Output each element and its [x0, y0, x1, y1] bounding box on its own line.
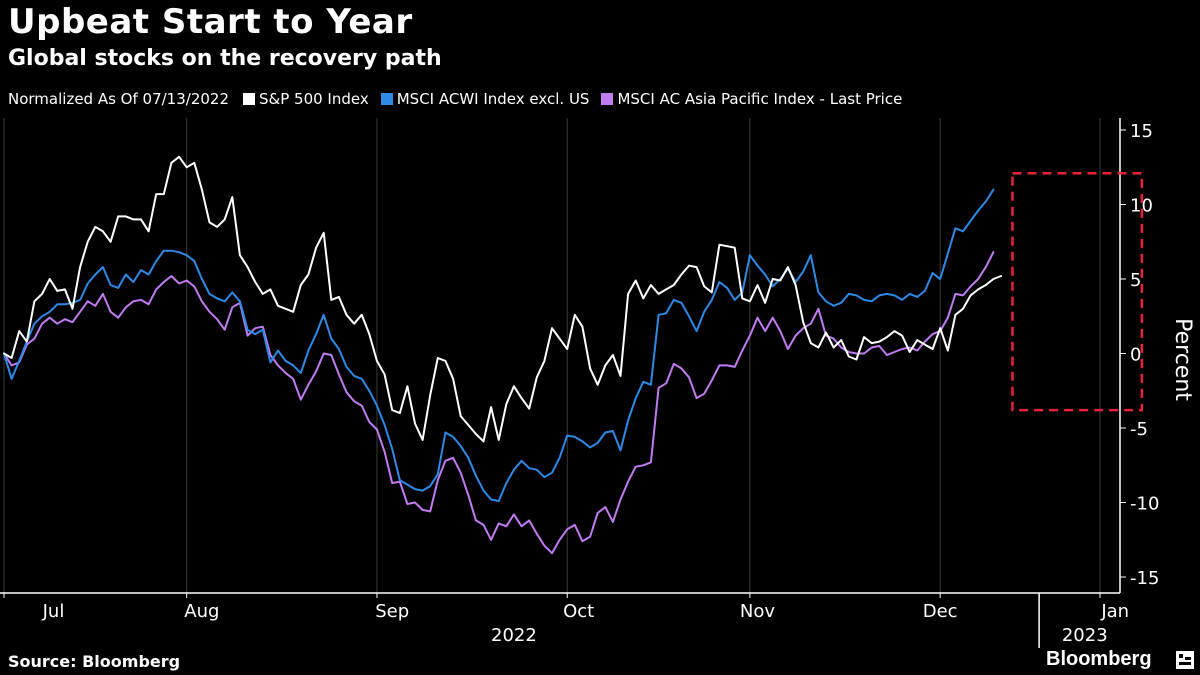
legend-swatch-acwi	[380, 93, 393, 105]
legend-label-sp500: S&P 500 Index	[259, 90, 369, 108]
x-tick-label-jul: Jul	[42, 601, 65, 622]
legend-item-asia: MSCI AC Asia Pacific Index - Last Price	[601, 90, 902, 108]
series-line-sp500	[3, 155, 1003, 443]
y-tick-label-6: -15	[1130, 568, 1159, 589]
y-tick-label-1: 10	[1130, 196, 1153, 217]
terminal-icon	[1176, 651, 1194, 669]
x-tick-label-jan: Jan	[1100, 601, 1129, 622]
series-line-acwi	[3, 188, 995, 502]
normalization-note: Normalized As Of 07/13/2022	[8, 90, 229, 108]
source-note: Source: Bloomberg	[8, 652, 181, 671]
x-tick-label-oct: Oct	[563, 601, 594, 622]
legend-swatch-sp500	[243, 93, 255, 105]
chart-title: Upbeat Start to Year	[8, 2, 413, 42]
legend-label-asia: MSCI AC Asia Pacific Index - Last Price	[617, 90, 903, 108]
y-tick-label-3: 0	[1130, 345, 1141, 366]
x-year-label-2023: 2023	[1062, 625, 1108, 646]
bloomberg-logo: Bloomberg	[1046, 648, 1152, 670]
legend-swatch-asia	[601, 93, 614, 105]
chart-subtitle: Global stocks on the recovery path	[8, 46, 442, 71]
y-tick-label-0: 15	[1130, 121, 1153, 142]
legend-item-sp500: S&P 500 Index	[243, 90, 369, 108]
legend-item-acwi: MSCI ACWI Index excl. US	[380, 90, 590, 108]
x-year-label-2022: 2022	[491, 625, 537, 646]
y-tick-label-2: 5	[1130, 270, 1141, 291]
legend-label-acwi: MSCI ACWI Index excl. US	[396, 90, 590, 108]
y-tick-label-5: -10	[1130, 494, 1159, 515]
y-axis-title: Percent	[1170, 318, 1195, 401]
x-tick-label-dec: Dec	[923, 601, 958, 622]
highlight-box	[1011, 171, 1144, 412]
x-tick-label-sep: Sep	[375, 601, 409, 622]
chart-legend: Normalized As Of 07/13/2022 S&P 500 Inde…	[8, 90, 914, 108]
y-tick-label-4: -5	[1130, 419, 1148, 440]
x-tick-label-nov: Nov	[740, 601, 775, 622]
x-tick-label-aug: Aug	[184, 601, 219, 622]
